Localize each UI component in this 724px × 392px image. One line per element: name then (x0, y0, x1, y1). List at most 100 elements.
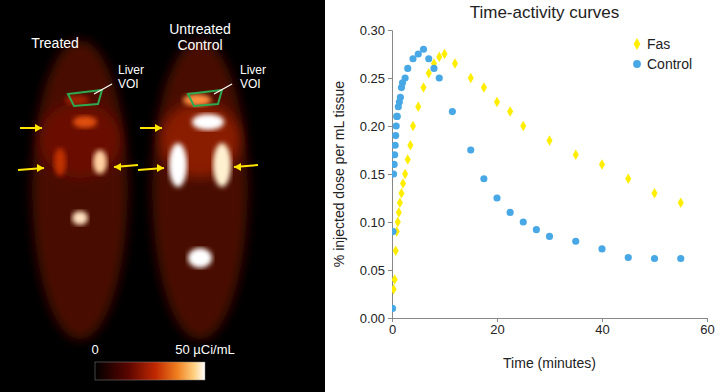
data-point (572, 238, 579, 245)
data-point (397, 198, 403, 209)
organ-signal (73, 116, 97, 128)
y-tick-mark (388, 30, 392, 31)
pointer (94, 84, 112, 94)
y-tick-label: 0.20 (360, 119, 385, 134)
arrow-head (114, 163, 121, 171)
legend-marker (634, 38, 641, 50)
data-point (396, 207, 402, 218)
data-point (651, 255, 658, 262)
image-panel: TreatedUntreatedControlLiverVOILiverVOI0… (0, 0, 325, 392)
data-point (599, 159, 605, 170)
y-tick-mark (388, 318, 392, 319)
organ-signal (192, 114, 224, 130)
organ-signal (188, 248, 212, 268)
organ-signal (169, 143, 187, 187)
y-tick: 0.10 (360, 215, 392, 230)
y-tick: 0.05 (360, 263, 392, 278)
y-tick: 0.00 (360, 311, 392, 326)
data-point (392, 161, 398, 168)
data-point (481, 82, 487, 93)
data-point (392, 305, 396, 312)
y-tick-label: 0.25 (360, 71, 385, 86)
data-point (520, 121, 526, 132)
legend-label: Fas (647, 36, 670, 52)
body-signal (152, 40, 248, 340)
data-point (441, 49, 447, 60)
data-point (507, 106, 513, 117)
y-axis-line (388, 31, 393, 319)
x-tick: 20 (490, 318, 504, 337)
data-point (436, 74, 443, 81)
roi-label: LiverVOI (240, 63, 266, 91)
data-point (393, 113, 400, 120)
data-point (402, 169, 408, 180)
data-points (392, 46, 684, 312)
y-tick-label: 0.05 (360, 263, 385, 278)
data-point (449, 108, 456, 115)
chart: Time-activity curves0.000.050.100.150.20… (331, 3, 715, 371)
data-point (494, 97, 500, 108)
data-point (420, 82, 426, 93)
data-point (392, 132, 399, 139)
data-point (546, 233, 553, 240)
data-point (430, 65, 437, 72)
data-point (400, 178, 406, 189)
y-tick-mark (388, 270, 392, 271)
data-point (397, 94, 404, 101)
x-axis: 0204060 (389, 318, 715, 337)
organ-signal (72, 211, 88, 225)
data-point (573, 150, 579, 161)
data-point (393, 246, 399, 257)
data-point (678, 198, 684, 209)
y-tick-label: 0.30 (360, 23, 385, 38)
roi-label: LiverVOI (118, 63, 144, 91)
legend: Fas Control (633, 36, 692, 72)
panel-title: Treated (31, 35, 79, 51)
y-tick-mark (388, 126, 392, 127)
pointer (214, 84, 232, 94)
data-point (425, 55, 432, 62)
legend-marker (633, 60, 641, 68)
torso-signal (40, 102, 120, 178)
x-tick: 60 (700, 318, 714, 337)
colorbar-tick-label: 0 (91, 342, 98, 357)
data-point (398, 188, 404, 199)
data-point (452, 58, 458, 69)
x-tick: 0 (389, 318, 396, 337)
arrow-head (35, 124, 42, 132)
x-axis-line (393, 319, 708, 323)
arrow-head (234, 163, 241, 171)
data-point (410, 121, 416, 132)
y-axis: 0.00 0.05 0.10 0.15 0.20 0.25 0.30 (360, 23, 393, 326)
organ-signal (54, 148, 66, 176)
y-tick: 0.15 (360, 167, 392, 182)
y-tick-mark (388, 174, 392, 175)
data-point (677, 255, 684, 262)
data-point (392, 151, 398, 158)
data-point (507, 209, 514, 216)
data-point (392, 170, 397, 177)
y-tick: 0.20 (360, 119, 392, 134)
image-background (0, 0, 325, 392)
organ-signal (213, 143, 231, 187)
figure: TreatedUntreatedControlLiverVOILiverVOI0… (0, 0, 724, 392)
data-point (520, 218, 527, 225)
data-point (467, 146, 474, 153)
y-tick-label: 0.10 (360, 215, 385, 230)
data-point (395, 217, 401, 228)
arrow-head (37, 164, 44, 172)
legend-label: Control (647, 56, 692, 72)
y-tick-mark (388, 78, 392, 79)
data-point (415, 50, 422, 57)
data-point (598, 245, 605, 252)
data-point (546, 135, 552, 146)
data-point (392, 284, 397, 295)
data-point (405, 154, 411, 165)
data-point (420, 46, 427, 53)
data-point (493, 194, 500, 201)
data-point (407, 140, 413, 151)
data-point (480, 175, 487, 182)
organ-signal (93, 150, 107, 174)
series-0 (392, 49, 684, 295)
arrow-head (155, 124, 162, 132)
